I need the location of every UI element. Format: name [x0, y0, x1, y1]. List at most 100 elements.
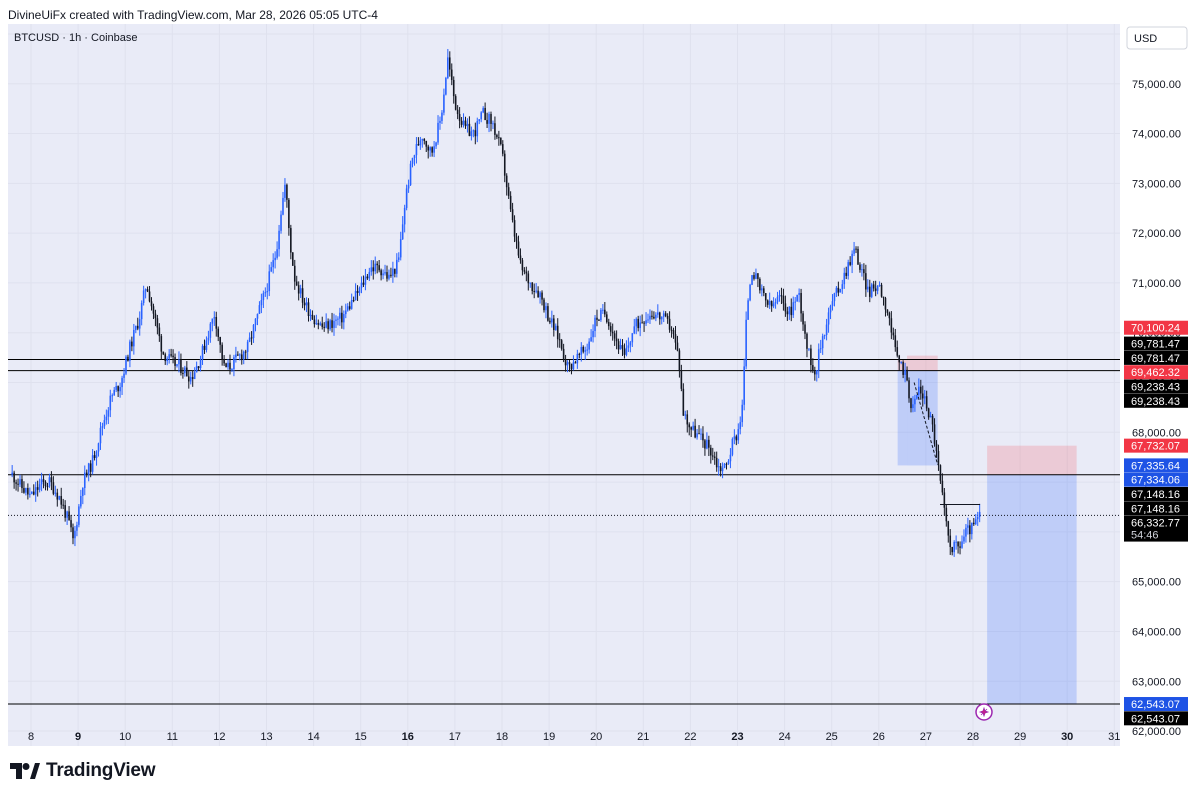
candle-down — [762, 288, 765, 294]
currency-button[interactable] — [1126, 26, 1188, 50]
candle-up — [876, 285, 879, 291]
candle-up — [129, 341, 131, 361]
candle-down — [711, 455, 714, 457]
candle-up — [478, 119, 481, 122]
candle-up — [74, 530, 76, 539]
candle-down — [621, 345, 624, 349]
price-label-text: 67,732.07 — [1131, 441, 1180, 453]
y-tick-label: 73,000.00 — [1132, 178, 1181, 190]
price-label-box — [1124, 393, 1188, 408]
candle-up — [955, 541, 957, 543]
candle-up — [435, 142, 437, 147]
candle-down — [186, 367, 188, 377]
candle-down — [182, 372, 184, 374]
candle-down — [814, 371, 816, 375]
price-label: 67,148.16 — [1124, 486, 1188, 501]
candle-up — [660, 316, 663, 320]
price-label-box — [1124, 379, 1188, 394]
candle-down — [386, 272, 388, 279]
candle-up — [256, 313, 259, 319]
candle-down — [849, 262, 851, 265]
candle-up — [207, 337, 210, 341]
candle-up — [602, 309, 604, 311]
candle-down — [937, 451, 940, 466]
candle-up — [772, 303, 775, 307]
candle-down — [293, 265, 296, 282]
candle-down — [517, 241, 520, 256]
candle-up — [594, 317, 596, 332]
candle-up — [76, 524, 78, 531]
x-tick-label: 15 — [355, 731, 367, 743]
candle-up — [25, 488, 27, 493]
candle-up — [867, 286, 869, 290]
candle-up — [258, 305, 261, 314]
candle-down — [527, 273, 530, 284]
candle-up — [967, 525, 969, 528]
candle-up — [916, 394, 918, 399]
candle-down — [348, 306, 351, 309]
candle-down — [802, 313, 804, 325]
candle-up — [140, 303, 143, 320]
candle-down — [156, 318, 159, 328]
candle-down — [607, 322, 610, 327]
candle-down — [759, 278, 761, 291]
x-tick-label: 27 — [920, 731, 932, 743]
candle-up — [635, 318, 638, 327]
candle-up — [590, 337, 592, 342]
candle-up — [978, 511, 981, 518]
candle-down — [323, 326, 325, 328]
price-label-text: 62,543.07 — [1131, 713, 1180, 725]
candle-up — [639, 322, 641, 329]
candlestick-chart[interactable]: 76,000.0075,000.0074,000.0073,000.0072,0… — [0, 24, 1200, 748]
candle-down — [859, 264, 861, 270]
candle-up — [808, 348, 810, 350]
candle-up — [231, 369, 233, 371]
candle-up — [415, 144, 418, 156]
candle-up — [706, 439, 708, 449]
candle-up — [739, 422, 742, 430]
candle-up — [227, 362, 229, 368]
candle-down — [886, 309, 889, 313]
candle-up — [333, 320, 335, 328]
candle-down — [327, 321, 329, 330]
price-label-text: 69,462.32 — [1131, 367, 1180, 379]
candle-up — [360, 282, 363, 288]
candle-up — [833, 293, 836, 302]
grid — [8, 24, 1120, 746]
candle-down — [855, 248, 857, 250]
candle-down — [36, 487, 39, 490]
candle-down — [460, 120, 463, 125]
candle-down — [170, 354, 172, 356]
candle-down — [217, 328, 220, 337]
candle-down — [941, 480, 944, 493]
candle-down — [423, 138, 426, 141]
candle-down — [307, 302, 310, 316]
y-tick-label: 64,000.00 — [1132, 626, 1181, 638]
candle-up — [817, 349, 820, 371]
candle-up — [413, 155, 416, 158]
sparkle-icon[interactable] — [975, 703, 993, 721]
candle-up — [662, 313, 665, 317]
candle-down — [286, 184, 288, 200]
candle-down — [812, 365, 814, 372]
candle-up — [254, 318, 257, 325]
candle-up — [584, 350, 587, 352]
candle-down — [15, 482, 17, 484]
plot-area[interactable] — [8, 24, 1120, 746]
candle-down — [753, 275, 755, 279]
candle-down — [525, 271, 528, 274]
candle-up — [870, 284, 873, 297]
candle-up — [409, 163, 412, 186]
candle-up — [535, 290, 537, 292]
candle-down — [154, 313, 157, 319]
candle-down — [674, 334, 677, 343]
candle-down — [837, 287, 840, 293]
candle-up — [729, 454, 732, 462]
candle-down — [865, 273, 867, 290]
candle-down — [725, 463, 728, 465]
candle-up — [476, 121, 479, 137]
candle-up — [974, 519, 977, 525]
candle-down — [664, 313, 667, 316]
candle-down — [313, 319, 316, 325]
chart-frame[interactable]: 76,000.0075,000.0074,000.0073,000.0072,0… — [0, 24, 1200, 748]
